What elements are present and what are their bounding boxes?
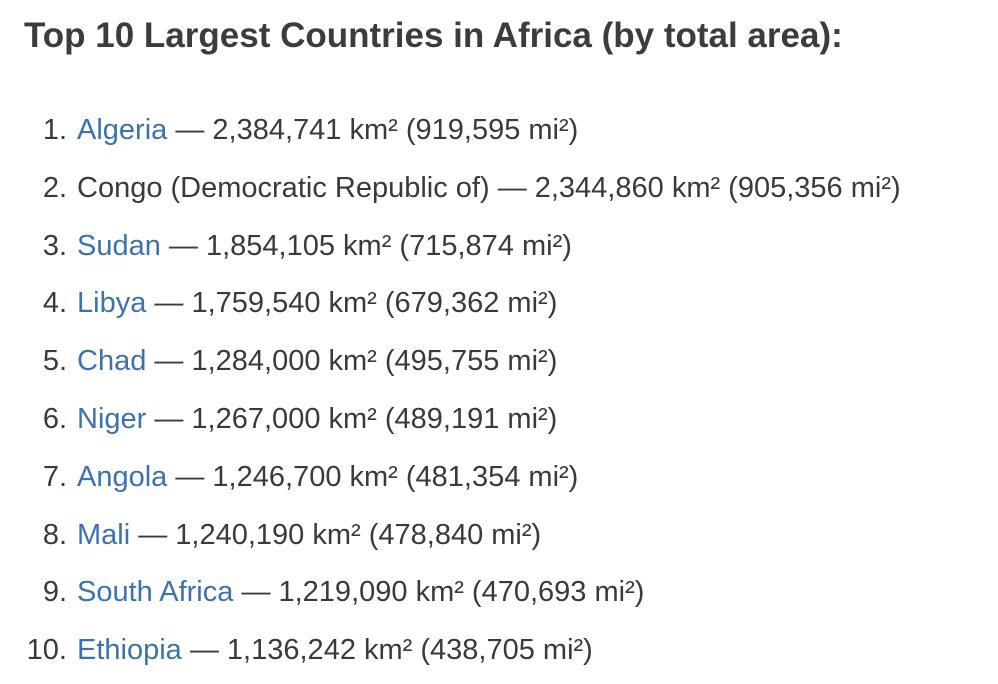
list-item-number: 7.: [42, 460, 67, 493]
country-area: — 1,284,000 km² (495,755 mi²): [154, 345, 558, 378]
list-item-number: 6.: [42, 402, 67, 435]
country-link-chad[interactable]: Chad: [77, 345, 147, 378]
country-link-niger[interactable]: Niger: [77, 402, 147, 435]
country-link-mali[interactable]: Mali: [77, 518, 131, 551]
country-area: — 2,384,741 km² (919,595 mi²): [175, 114, 579, 146]
country-link-ethiopia[interactable]: Ethiopia: [77, 634, 182, 667]
list-item-number: 2.: [42, 171, 67, 204]
country-link-angola[interactable]: Angola: [77, 460, 168, 493]
country-area: — 1,240,190 km² (478,840 mi²): [138, 518, 542, 551]
country-name-congo: Congo (Democratic Republic of): [77, 171, 490, 204]
country-area: — 1,246,700 km² (481,354 mi²): [175, 460, 579, 493]
list-item-number: 8.: [42, 518, 67, 551]
list-item-number: 4.: [42, 287, 67, 320]
list-item-number: 10.: [26, 634, 67, 667]
country-link-sudan[interactable]: Sudan: [77, 229, 161, 262]
country-area: — 1,267,000 km² (489,191 mi²): [154, 402, 558, 435]
list-item-number: 3.: [42, 229, 67, 262]
country-area: — 1,136,242 km² (438,705 mi²): [189, 634, 593, 667]
country-link-south-africa[interactable]: South Africa: [77, 576, 234, 609]
page-title: Top 10 Largest Countries in Africa (by t…: [24, 16, 843, 55]
country-link-algeria[interactable]: Algeria: [77, 114, 168, 146]
country-area: — 1,759,540 km² (679,362 mi²): [154, 287, 558, 320]
list-item-number: 9.: [42, 576, 67, 609]
country-area: — 1,854,105 km² (715,874 mi²): [168, 229, 572, 262]
list-item-number: 1.: [42, 114, 67, 146]
country-link-libya[interactable]: Libya: [77, 287, 147, 320]
country-area: — 2,344,860 km² (905,356 mi²): [497, 171, 901, 204]
country-area: — 1,219,090 km² (470,693 mi²): [241, 576, 645, 609]
list-item-number: 5.: [42, 345, 67, 378]
